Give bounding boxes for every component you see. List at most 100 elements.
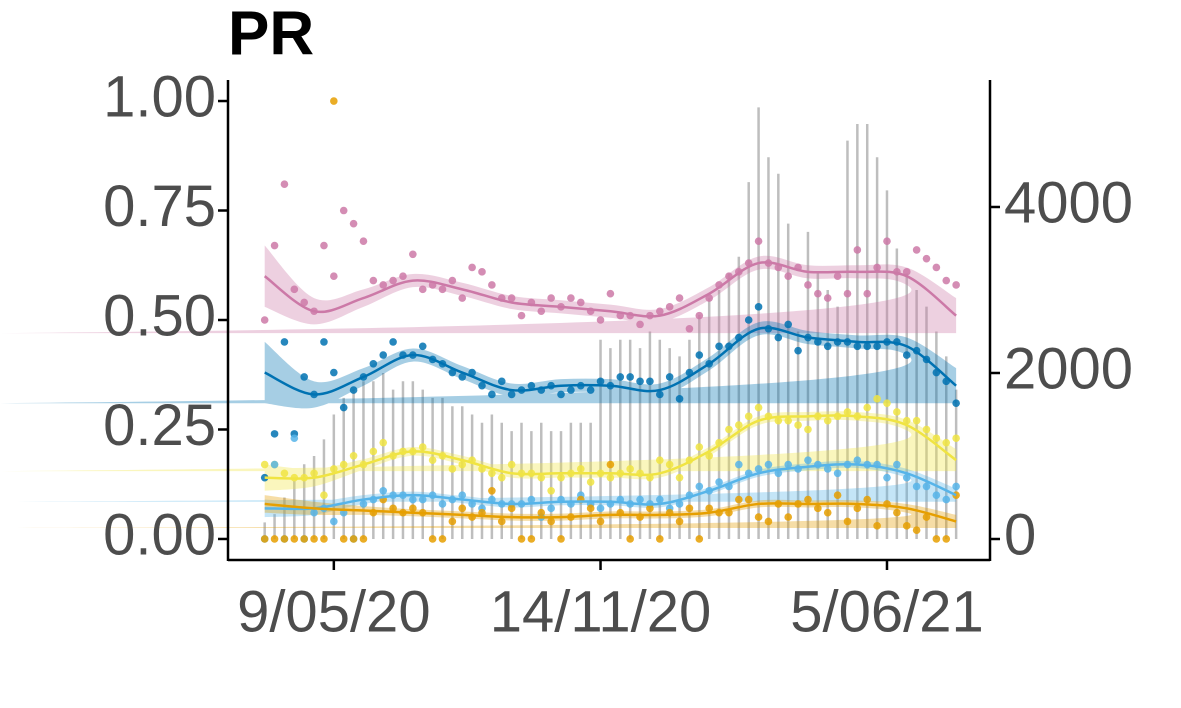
point (754, 403, 763, 412)
point (280, 535, 289, 543)
point (626, 373, 634, 381)
x-tick-label: 14/11/20 (490, 579, 711, 644)
point (290, 434, 299, 443)
point (754, 303, 763, 311)
point (902, 522, 911, 530)
point (636, 320, 644, 329)
point (794, 421, 802, 429)
confidence-band (0, 245, 957, 334)
point (488, 469, 496, 478)
point (567, 386, 575, 394)
x-tick-label: 5/06/21 (790, 579, 984, 644)
y-tick-label: 0.25 (103, 393, 216, 458)
point (359, 500, 368, 508)
point (517, 311, 526, 320)
point (695, 443, 704, 451)
point (596, 377, 605, 386)
point (606, 473, 615, 482)
point (488, 487, 496, 495)
point (922, 425, 931, 434)
point (349, 535, 358, 543)
point (418, 285, 427, 294)
point (527, 495, 536, 504)
point (438, 285, 447, 294)
point (665, 373, 674, 381)
point (646, 504, 654, 513)
point (804, 495, 812, 504)
point (912, 416, 921, 425)
point (873, 263, 881, 272)
point (823, 465, 832, 473)
point (932, 263, 941, 272)
point (448, 517, 457, 526)
point (389, 338, 397, 346)
point (656, 307, 664, 316)
point (260, 460, 269, 469)
point (735, 421, 743, 429)
y-tick-label: 0.75 (103, 174, 216, 239)
point (478, 381, 486, 390)
point (458, 491, 467, 499)
point (409, 250, 417, 259)
point (339, 535, 348, 543)
point (557, 473, 565, 482)
point (270, 460, 279, 469)
point (448, 276, 457, 285)
point (547, 294, 555, 302)
point (428, 456, 437, 464)
point (458, 504, 467, 513)
point (458, 373, 467, 381)
point (280, 338, 289, 346)
point (626, 535, 634, 543)
point (349, 386, 358, 394)
point (814, 289, 822, 298)
point (478, 268, 486, 276)
point (468, 263, 476, 272)
point (507, 460, 516, 469)
point (586, 478, 595, 486)
point (330, 272, 338, 281)
point (330, 97, 338, 105)
point (823, 508, 832, 517)
point (744, 412, 753, 421)
point (310, 469, 318, 478)
point (893, 460, 901, 469)
point (764, 460, 773, 469)
point (389, 276, 397, 285)
point (794, 346, 802, 355)
point (507, 504, 516, 513)
point (843, 289, 852, 298)
y-tick-label: 0.50 (103, 283, 216, 348)
point (339, 206, 348, 215)
point (369, 447, 378, 456)
point (952, 434, 960, 443)
point (320, 491, 328, 499)
point (902, 416, 911, 425)
point (893, 408, 901, 416)
point (853, 246, 862, 254)
point (626, 465, 634, 473)
point (349, 451, 358, 460)
point (320, 338, 328, 346)
point (863, 495, 872, 504)
point (586, 386, 595, 394)
point (270, 241, 279, 250)
point (596, 517, 605, 526)
point (695, 311, 704, 320)
point (409, 504, 417, 513)
point (922, 482, 931, 491)
point (685, 324, 694, 333)
point (952, 399, 960, 408)
point (310, 535, 318, 543)
point (774, 333, 783, 342)
point (369, 359, 378, 368)
point (320, 241, 328, 250)
smooth-line (264, 462, 957, 511)
point (379, 351, 388, 359)
point (883, 237, 891, 245)
point (656, 456, 664, 464)
point (863, 403, 872, 412)
point (665, 460, 674, 469)
point (784, 416, 793, 425)
point (893, 508, 901, 517)
